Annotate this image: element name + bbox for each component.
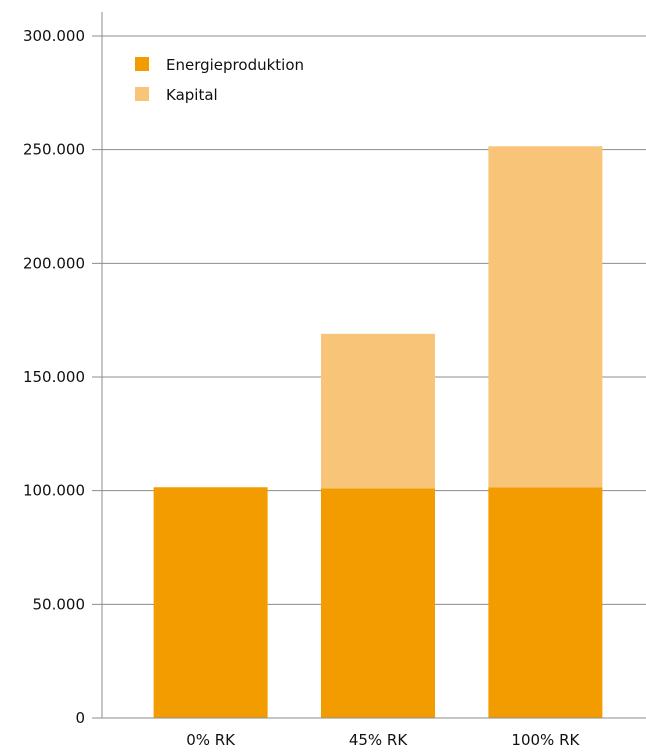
y-tick-label: 250.000	[23, 141, 85, 159]
y-tick-label: 300.000	[23, 27, 85, 45]
legend-label-kapital: Kapital	[166, 86, 218, 104]
x-tick-label-0-rk: 0% RK	[186, 731, 236, 749]
x-tick-label-100-rk: 100% RK	[511, 731, 580, 749]
legend-label-energieproduktion: Energieproduktion	[166, 56, 304, 74]
y-tick-label: 200.000	[23, 254, 85, 272]
x-tick-label-45-rk: 45% RK	[349, 731, 409, 749]
y-tick-label: 50.000	[33, 595, 86, 613]
y-tick-label: 150.000	[23, 368, 85, 386]
legend: Energieproduktion Kapital	[135, 56, 304, 104]
y-tick-label: 100.000	[23, 482, 85, 500]
legend-swatch-energieproduktion	[135, 57, 149, 71]
bar-energieproduktion-0-rk	[153, 487, 268, 718]
axes: 0 50.000 100.000 150.000 200.000 250.000 300.0…	[23, 12, 646, 749]
y-tick-label: 0	[75, 709, 85, 727]
bars	[153, 146, 603, 718]
legend-swatch-kapital	[135, 87, 149, 101]
bar-energieproduktion-45-rk	[321, 488, 435, 718]
bar-energieproduktion-100-rk	[488, 487, 603, 718]
bar-kapital-45-rk	[321, 333, 435, 489]
bar-kapital-100-rk	[488, 146, 603, 488]
